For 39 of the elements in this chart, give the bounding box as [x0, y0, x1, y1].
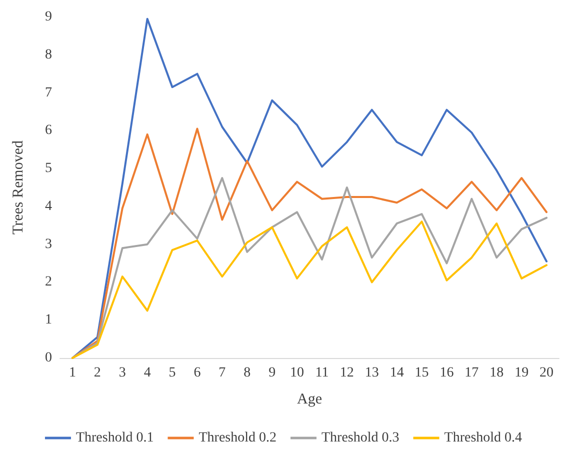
y-tick-label: 8 — [45, 47, 52, 62]
y-tick-label: 1 — [45, 312, 52, 328]
x-tick-label: 6 — [194, 366, 201, 380]
y-tick-label: 9 — [45, 10, 52, 24]
x-tick-label: 9 — [268, 366, 276, 380]
legend-label: Threshold 0.1 — [76, 430, 154, 446]
y-tick-label: 4 — [45, 198, 52, 214]
x-tick-label: 3 — [118, 366, 126, 380]
y-tick-label: 5 — [45, 161, 52, 176]
x-axis-title: Age — [297, 392, 322, 408]
legend-label: Threshold 0.4 — [444, 430, 522, 446]
x-tick-label: 11 — [315, 366, 329, 380]
x-tick-label: 7 — [218, 366, 226, 380]
x-tick-label: 17 — [464, 366, 479, 380]
y-axis-title: Trees Removed — [10, 140, 26, 235]
y-tick-label: 2 — [45, 274, 52, 290]
x-tick-label: 4 — [144, 366, 151, 380]
x-tick-label: 15 — [414, 366, 429, 380]
line-series — [71, 220, 548, 359]
line-series — [71, 177, 548, 359]
x-tick-label: 12 — [340, 366, 354, 380]
x-tick-label: 16 — [440, 366, 454, 380]
y-tick-label: 3 — [45, 236, 52, 252]
x-tick-label: 2 — [94, 366, 101, 380]
x-tick-label: 14 — [390, 366, 404, 380]
x-tick-label: 10 — [290, 366, 304, 380]
line-series — [71, 18, 548, 359]
x-tick-label: 13 — [364, 366, 379, 380]
x-tick-label: 8 — [244, 366, 251, 380]
y-tick-label: 0 — [45, 350, 52, 366]
legend-label: Threshold 0.3 — [322, 430, 400, 446]
x-tick-label: 20 — [540, 366, 554, 380]
y-tick-label: 7 — [45, 85, 52, 100]
x-tick-label: 1 — [68, 366, 76, 380]
legend-label: Threshold 0.2 — [198, 430, 276, 446]
x-tick-label: 19 — [514, 366, 529, 380]
x-tick-label: 18 — [490, 366, 504, 380]
y-tick-label: 6 — [45, 123, 52, 138]
x-tick-label: 5 — [168, 366, 176, 380]
